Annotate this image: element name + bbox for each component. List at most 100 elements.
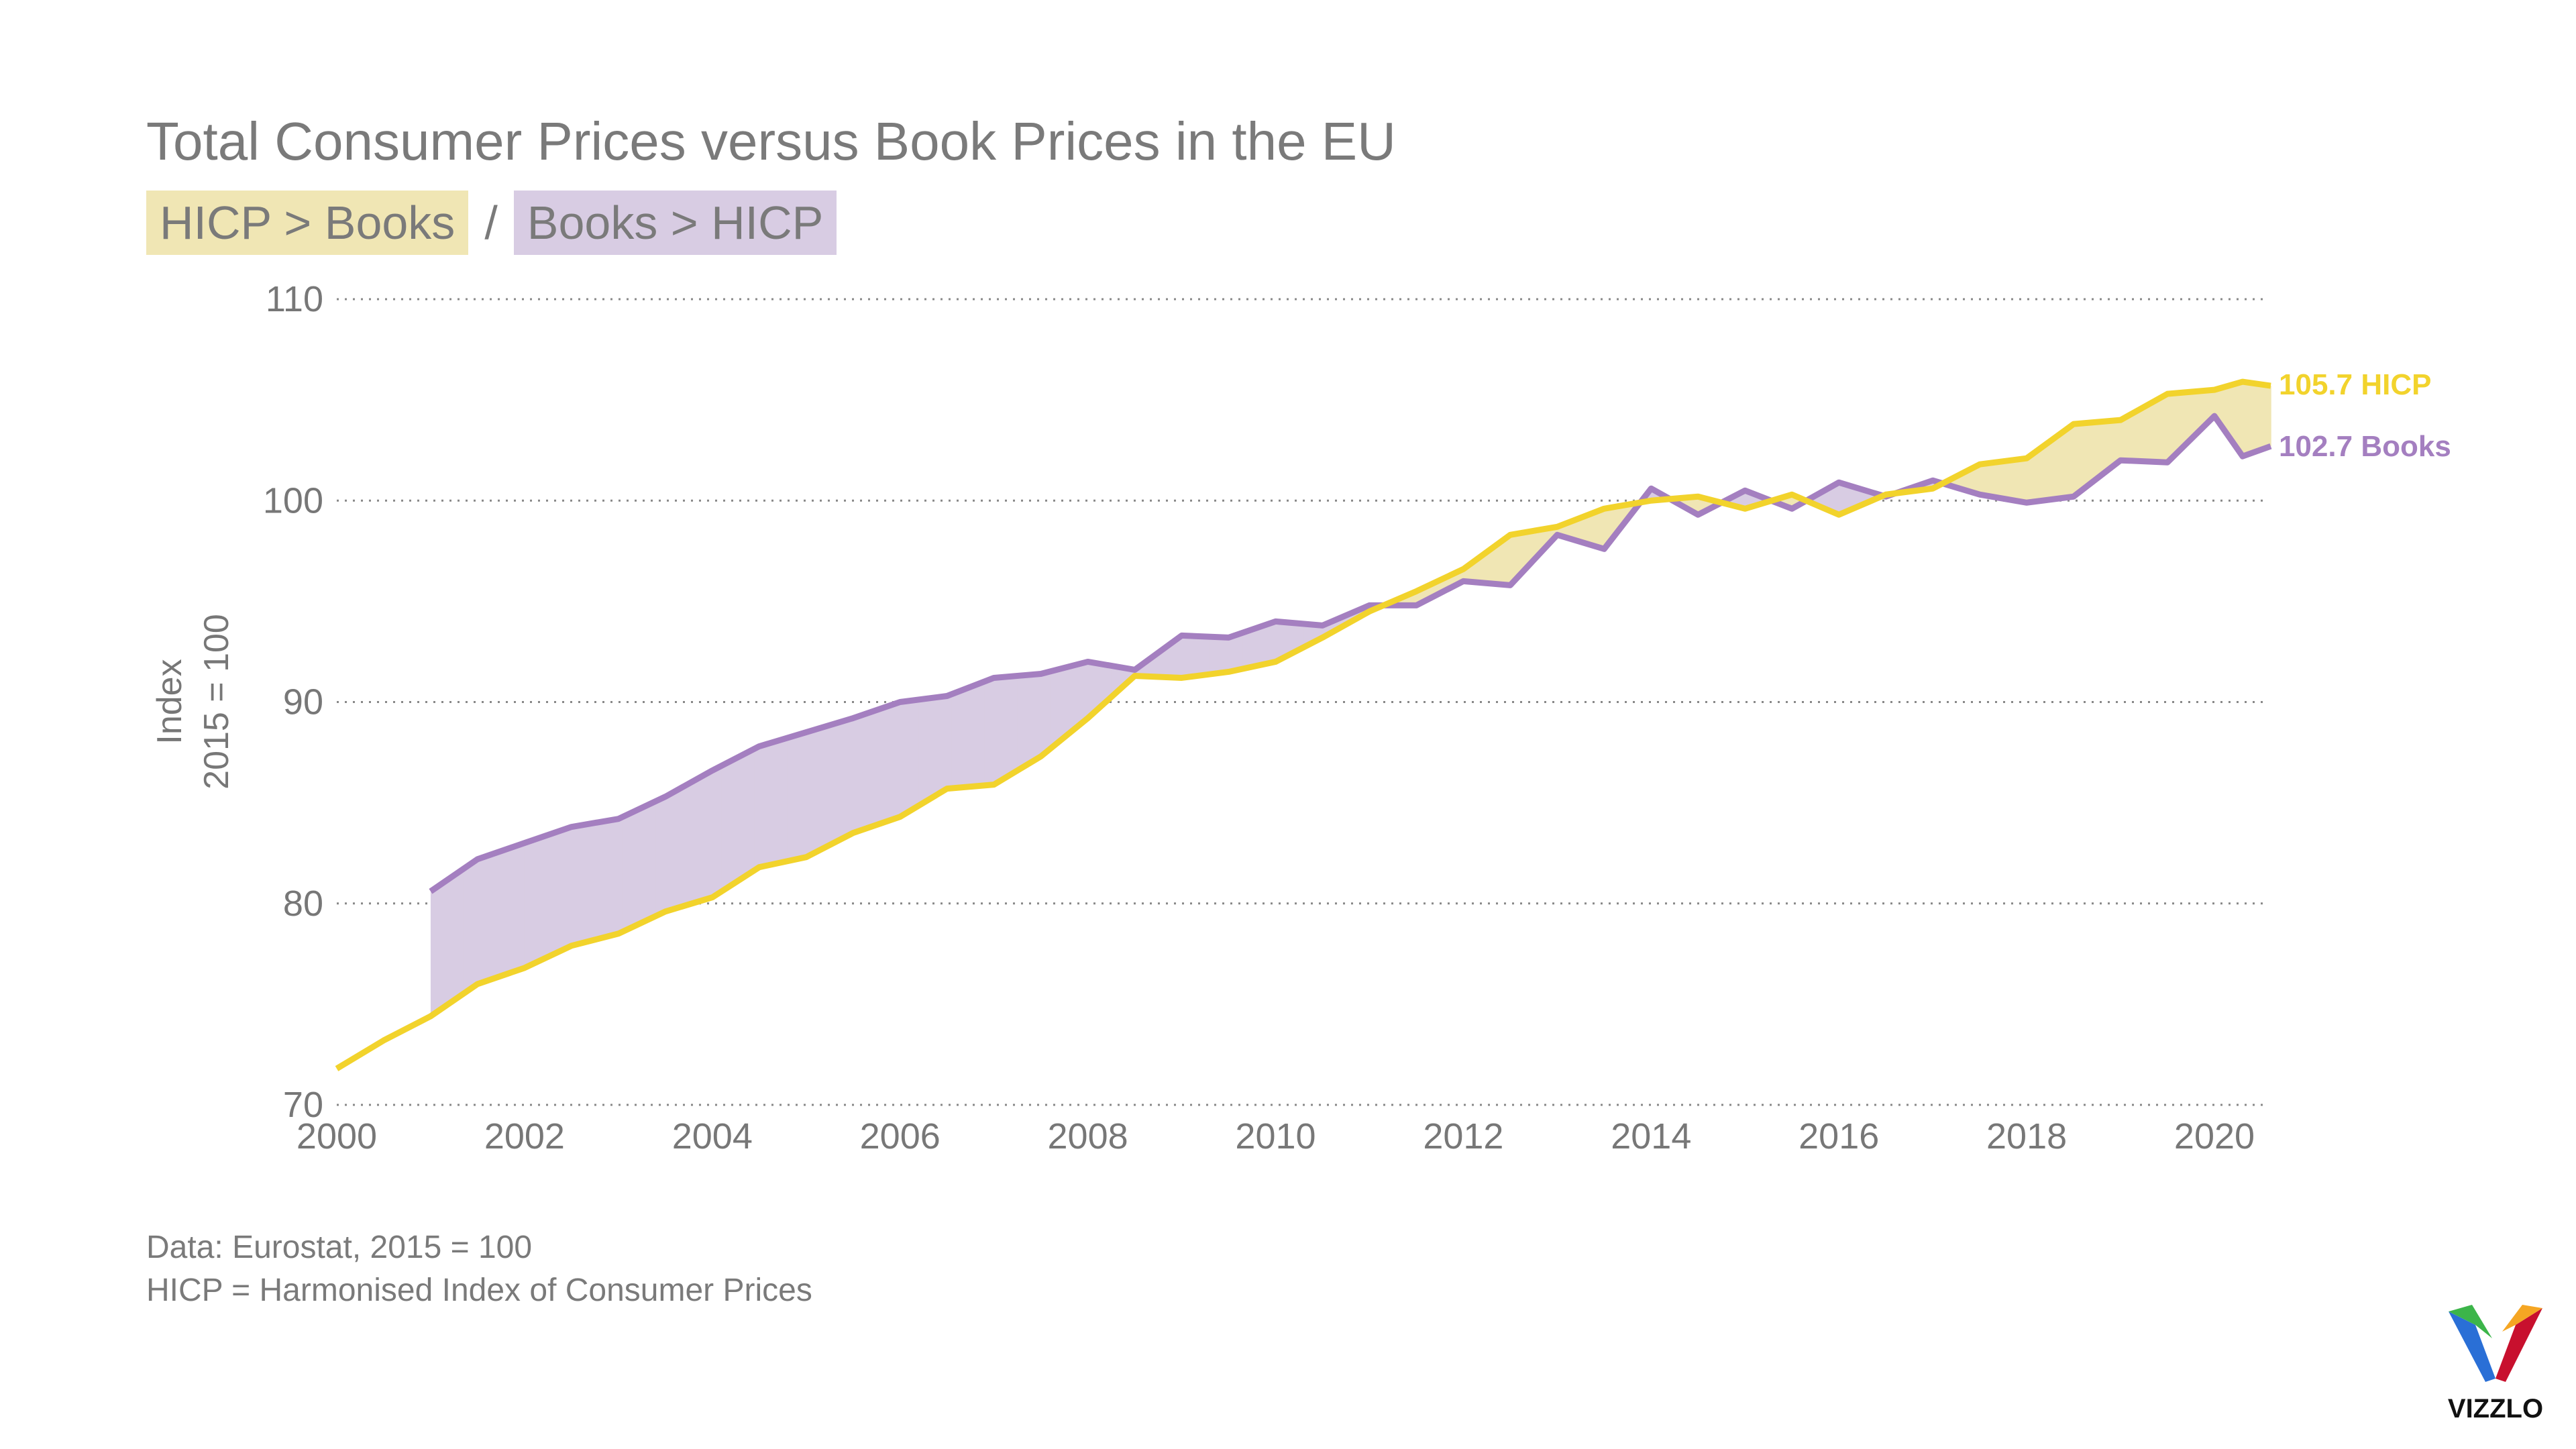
difference-fill xyxy=(2196,390,2201,435)
difference-fill xyxy=(561,828,568,951)
difference-fill xyxy=(1083,661,1089,722)
difference-fill xyxy=(655,798,661,916)
difference-fill xyxy=(1106,665,1112,702)
difference-fill xyxy=(1595,510,1601,548)
difference-fill xyxy=(1111,665,1117,697)
difference-fill xyxy=(1970,466,1976,494)
difference-fill xyxy=(2012,459,2018,501)
difference-fill xyxy=(2074,423,2079,497)
difference-fill xyxy=(768,742,774,865)
difference-fill xyxy=(618,816,624,934)
difference-fill xyxy=(632,810,638,927)
difference-fill xyxy=(914,699,920,809)
difference-fill xyxy=(533,838,539,964)
difference-fill xyxy=(2158,396,2163,462)
difference-fill xyxy=(782,737,788,863)
difference-fill xyxy=(2059,431,2065,498)
x-tick-label: 2018 xyxy=(1986,1116,2067,1157)
difference-fill xyxy=(1102,664,1108,706)
difference-fill xyxy=(754,746,760,871)
difference-fill xyxy=(1280,622,1286,659)
difference-fill xyxy=(2233,383,2239,450)
difference-fill xyxy=(1092,662,1098,714)
difference-fill xyxy=(571,826,577,946)
difference-fill xyxy=(843,719,849,838)
x-tick-label: 2010 xyxy=(1235,1116,1316,1157)
difference-fill xyxy=(1003,676,1009,780)
difference-fill xyxy=(2256,384,2262,451)
difference-fill xyxy=(2121,417,2126,461)
difference-fill xyxy=(2172,392,2178,458)
difference-fill xyxy=(1097,663,1103,710)
difference-fill xyxy=(2163,394,2168,463)
difference-fill xyxy=(763,743,769,867)
difference-fill xyxy=(641,805,647,923)
difference-fill xyxy=(923,698,929,803)
y-axis-label-line2: 2015 = 100 xyxy=(197,614,236,790)
difference-fill xyxy=(970,685,976,787)
difference-fill xyxy=(547,833,553,957)
difference-fill xyxy=(2153,398,2159,462)
difference-fill xyxy=(2218,387,2224,430)
difference-fill xyxy=(1238,633,1244,670)
difference-fill xyxy=(1064,666,1070,738)
difference-fill xyxy=(1834,482,1839,515)
difference-fill xyxy=(1167,642,1173,678)
difference-fill xyxy=(881,706,887,824)
difference-fill xyxy=(1966,469,1971,492)
books-end-label: 102.7 Books xyxy=(2279,430,2451,463)
difference-fill xyxy=(1848,485,1854,511)
difference-fill xyxy=(500,849,506,976)
difference-fill xyxy=(1191,636,1197,677)
x-tick-label: 2006 xyxy=(860,1116,941,1157)
difference-fill xyxy=(2036,447,2041,502)
difference-fill xyxy=(1482,551,1488,584)
difference-fill xyxy=(1087,661,1093,718)
difference-fill xyxy=(984,680,990,786)
difference-fill xyxy=(1576,517,1582,542)
difference-fill xyxy=(895,702,901,819)
legend-books-greater: Books > HICP xyxy=(513,191,837,255)
difference-fill xyxy=(2083,423,2088,490)
difference-fill xyxy=(1496,541,1502,585)
difference-fill xyxy=(1519,532,1525,576)
difference-fill xyxy=(787,736,793,861)
difference-fill xyxy=(463,865,469,994)
difference-fill xyxy=(594,822,600,940)
difference-fill xyxy=(1224,637,1230,673)
difference-fill xyxy=(1026,674,1032,765)
difference-fill xyxy=(1303,624,1309,647)
difference-fill xyxy=(1045,671,1051,753)
difference-fill xyxy=(1200,636,1206,676)
difference-fill xyxy=(1073,664,1079,730)
difference-fill xyxy=(740,753,746,879)
difference-fill xyxy=(1571,519,1577,541)
difference-fill xyxy=(1604,508,1610,549)
difference-fill xyxy=(2135,409,2140,462)
difference-fill xyxy=(806,731,812,857)
x-tick-label: 2000 xyxy=(297,1116,377,1157)
difference-fill xyxy=(1829,485,1835,513)
difference-fill xyxy=(599,821,605,938)
difference-fill xyxy=(1275,621,1281,662)
difference-fill xyxy=(777,739,784,863)
difference-fill xyxy=(937,696,943,795)
difference-fill xyxy=(726,761,732,889)
difference-fill xyxy=(2041,444,2046,501)
legend-hicp-greater: HICP > Books xyxy=(146,191,469,255)
difference-fill xyxy=(439,881,445,1010)
difference-fill xyxy=(515,845,521,971)
difference-fill xyxy=(1510,534,1516,586)
difference-fill xyxy=(679,786,685,908)
difference-fill xyxy=(1590,512,1596,547)
difference-fill xyxy=(796,733,802,859)
difference-fill xyxy=(979,681,985,786)
difference-fill xyxy=(486,854,492,981)
difference-fill xyxy=(2111,420,2116,468)
difference-fill xyxy=(2069,424,2074,498)
difference-fill xyxy=(2050,437,2055,500)
y-axis-label-line1: Index xyxy=(150,659,189,744)
difference-fill xyxy=(2055,434,2060,499)
difference-fill xyxy=(928,698,934,800)
difference-fill xyxy=(1172,639,1178,678)
